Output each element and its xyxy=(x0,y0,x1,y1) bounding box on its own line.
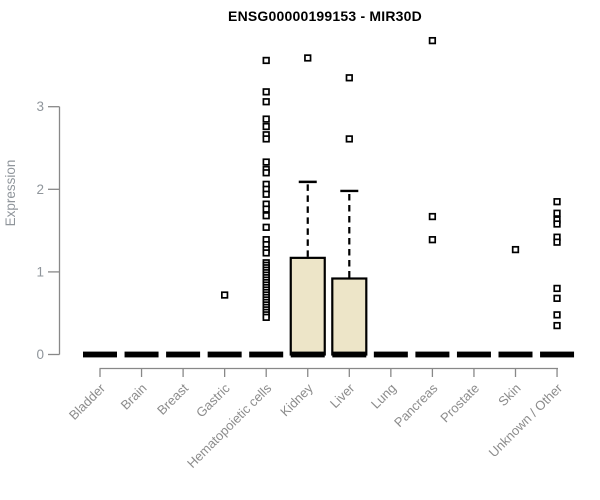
outlier-point xyxy=(553,220,561,228)
outlier-point xyxy=(262,205,270,213)
median-bar xyxy=(540,351,575,358)
outlier-point xyxy=(553,311,561,319)
box xyxy=(289,256,326,356)
outlier-point xyxy=(262,249,270,257)
x-category-label: Unknown / Other xyxy=(486,380,566,460)
x-category-label: Kidney xyxy=(277,380,316,419)
x-category-label: Lung xyxy=(368,381,399,412)
outlier-point xyxy=(262,98,270,106)
x-category-label: Liver xyxy=(327,380,358,411)
median-bar xyxy=(373,351,408,358)
outlier-point xyxy=(262,135,270,143)
x-category-label: Gastric xyxy=(193,380,233,420)
outlier-point xyxy=(262,122,270,131)
outlier-point xyxy=(511,245,520,254)
outlier-point xyxy=(345,135,353,143)
outlier-point xyxy=(262,56,270,65)
y-tick-label: 2 xyxy=(36,182,44,197)
x-category-label: Breast xyxy=(154,380,191,417)
outlier-point xyxy=(304,54,312,62)
outlier-point xyxy=(553,321,561,330)
y-tick-label: 3 xyxy=(36,99,44,114)
x-category-label: Prostate xyxy=(437,381,482,426)
x-category-label: Brain xyxy=(118,381,150,413)
y-axis-title: Expression xyxy=(3,160,18,227)
outlier-point xyxy=(262,313,270,321)
outlier-point xyxy=(553,209,561,217)
y-tick-label: 0 xyxy=(36,347,44,362)
outlier-point xyxy=(553,238,561,246)
median-bar xyxy=(207,351,242,358)
outlier-point xyxy=(428,236,437,244)
outlier-point xyxy=(553,284,561,293)
x-category-label: Skin xyxy=(495,381,523,409)
outlier-point xyxy=(221,291,229,299)
outlier-point xyxy=(428,212,437,221)
outlier-point xyxy=(553,198,561,206)
median-bar xyxy=(290,351,325,358)
box xyxy=(331,277,368,356)
outlier-point xyxy=(428,36,437,45)
median-bar xyxy=(83,351,117,358)
chart-title: ENSG00000199153 - MIR30D xyxy=(228,8,422,24)
y-tick-label: 1 xyxy=(36,264,44,279)
median-bar xyxy=(332,351,367,358)
outlier-point xyxy=(262,115,270,123)
median-bar xyxy=(249,351,284,358)
outlier-point xyxy=(345,74,353,82)
median-bar xyxy=(456,351,491,358)
x-category-label: Pancreas xyxy=(391,380,441,430)
outlier-point xyxy=(262,212,270,220)
median-bar xyxy=(415,351,450,358)
x-category-label: Bladder xyxy=(66,380,109,423)
outlier-point xyxy=(262,88,270,96)
outlier-point xyxy=(262,169,270,177)
median-bar xyxy=(166,351,201,358)
outlier-point xyxy=(553,294,561,302)
outlier-point xyxy=(262,158,270,166)
median-bar xyxy=(498,351,533,358)
outlier-point xyxy=(262,190,270,198)
median-bar xyxy=(124,351,159,358)
outlier-point xyxy=(262,223,270,231)
